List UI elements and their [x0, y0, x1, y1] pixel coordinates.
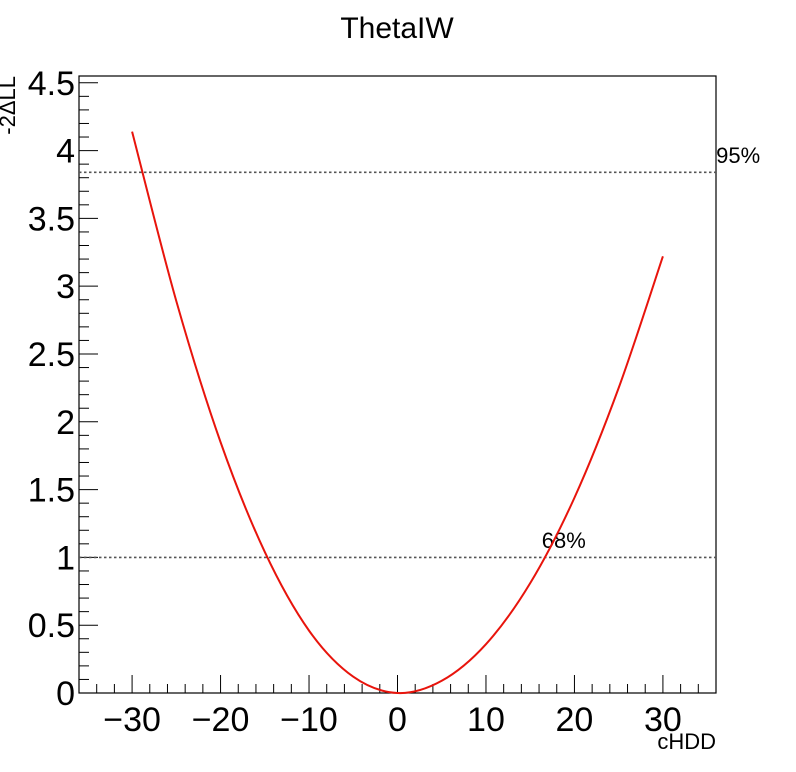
- y-tick-label: 3: [56, 268, 75, 306]
- y-tick-label: 4: [56, 133, 75, 171]
- reference-line-label: 95%: [716, 143, 760, 168]
- x-tick-label: 20: [556, 701, 594, 739]
- likelihood-curve: [131, 131, 664, 695]
- x-tick-label: 30: [644, 701, 682, 739]
- x-axis-label: cHDD: [657, 729, 716, 754]
- y-tick-label: 2: [56, 404, 75, 442]
- y-tick-label: 1.5: [28, 472, 75, 510]
- axis-ticks: [78, 82, 717, 694]
- chart-title: ThetaIW: [340, 12, 454, 45]
- x-tick-label: −10: [280, 701, 338, 739]
- y-tick-label: 0: [56, 675, 75, 713]
- reference-lines: 68%95%: [79, 143, 760, 559]
- x-tick-label: 0: [388, 701, 407, 739]
- y-tick-label: 3.5: [28, 200, 75, 238]
- axis-tick-labels: −30 −20 −10 0 10 20 30 0 0.5 1 1.5 2 2.5 3 3.5 4 4.5: [28, 65, 682, 739]
- x-tick-label: −20: [192, 701, 250, 739]
- y-tick-label: 1: [56, 539, 75, 577]
- y-axis-label: -2ΔLL: [0, 76, 20, 135]
- x-tick-label: −30: [103, 701, 161, 739]
- y-tick-label: 2.5: [28, 336, 75, 374]
- y-tick-label: 4.5: [28, 65, 75, 103]
- series-layer: [131, 131, 664, 695]
- y-tick-label: 0.5: [28, 607, 75, 645]
- x-tick-label: 10: [467, 701, 505, 739]
